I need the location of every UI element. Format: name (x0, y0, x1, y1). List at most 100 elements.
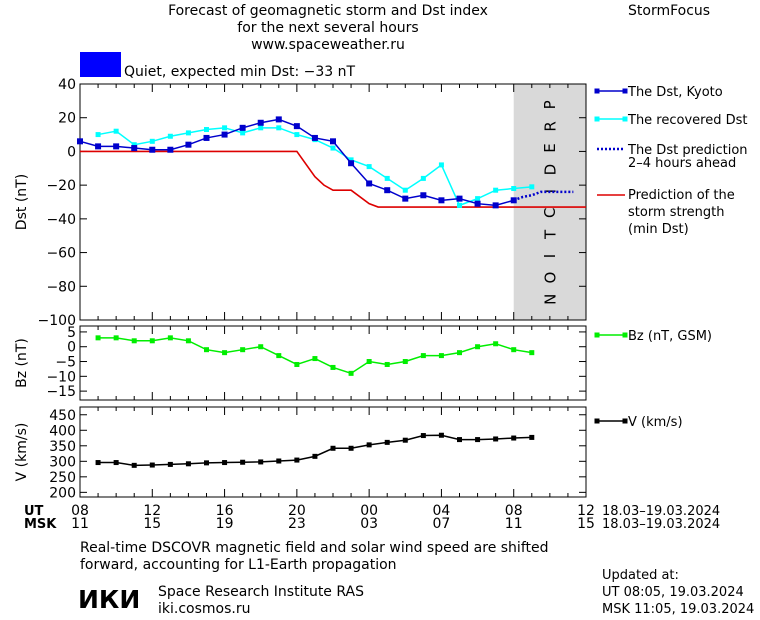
speed-point (348, 445, 354, 451)
speed-point (131, 462, 137, 468)
bz-point (529, 350, 535, 356)
recovered-dst-point (438, 162, 444, 168)
bz-point (222, 350, 228, 356)
speed-point (457, 437, 462, 443)
legend-dst-kyoto-swatch-marker (622, 88, 628, 94)
bz-point (113, 335, 119, 341)
ut-tick-label: 16 (216, 503, 234, 519)
recovered-dst-point (330, 145, 336, 151)
speed-point (294, 457, 300, 463)
prediction-band-letter: N (541, 294, 559, 305)
ut-axis-label: UT (24, 504, 44, 519)
recovered-dst-point (185, 130, 191, 136)
msk-tick-label: 15 (143, 516, 161, 532)
bz-point (258, 344, 264, 350)
institute-website[interactable]: iki.cosmos.ru (158, 601, 251, 617)
bz-point (384, 361, 390, 367)
ut-tick-label: 20 (288, 503, 306, 519)
storm-strength-line (80, 150, 586, 208)
bz-point (185, 338, 191, 344)
recovered-dst-point (258, 125, 264, 131)
speed-point (149, 462, 155, 468)
dst-kyoto-point (456, 195, 463, 202)
dst-kyoto-point (293, 123, 300, 130)
dst-kyoto-point (438, 197, 445, 204)
msk-tick-label: 11 (71, 516, 89, 532)
ut-tick-label: 04 (433, 503, 451, 519)
dst-kyoto-point (474, 200, 481, 207)
dst-prediction-line (513, 190, 574, 202)
dst-kyoto-point (330, 138, 336, 145)
institute-name: Space Research Institute RAS (158, 584, 364, 600)
speed-point (420, 433, 426, 439)
dst-kyoto-point (366, 180, 373, 187)
speed-point (493, 436, 499, 442)
recovered-dst-point (420, 175, 426, 181)
legend-prediction-line-1: The Dst prediction (627, 143, 748, 158)
y-tick-label: −60 (46, 246, 76, 262)
bz-point (131, 338, 137, 344)
brand-label: StormFocus (628, 3, 711, 19)
y-tick-label: 300 (49, 454, 76, 470)
updated-ut: UT 08:05, 19.03.2024 (602, 585, 744, 600)
recovered-dst-point (402, 187, 408, 193)
dst-kyoto-point (384, 187, 391, 194)
prediction-band (513, 84, 586, 320)
y-tick-label: 350 (49, 439, 76, 455)
panel-frame (79, 325, 587, 401)
dst-kyoto-point (113, 143, 120, 150)
legend-speed-swatch-marker (594, 418, 600, 424)
bz-point (149, 338, 155, 344)
ut-tick-label: 08 (505, 503, 523, 519)
bz-point (276, 353, 282, 359)
recovered-dst-point (240, 130, 246, 136)
dst-kyoto-point (257, 119, 264, 126)
legend-speed-swatch-marker (622, 418, 628, 424)
recovered-dst-point (222, 125, 228, 131)
bz-point (475, 344, 481, 350)
bz-point (294, 361, 300, 367)
legend-dst-kyoto: The Dst, Kyoto (627, 85, 723, 100)
legend-storm-line-1: Prediction of the (628, 188, 735, 203)
recovered-dst-point (384, 175, 390, 181)
speed-point (384, 439, 390, 445)
status-text: Quiet, expected min Dst: −33 nT (124, 64, 356, 80)
dst-kyoto-point (311, 134, 318, 141)
y-tick-label: 250 (49, 470, 76, 486)
speed-point (240, 459, 246, 465)
recovered-dst-point (149, 138, 155, 144)
recovered-dst-point (366, 164, 372, 170)
msk-tick-label: 07 (433, 516, 451, 532)
y-tick-label: −40 (46, 212, 76, 228)
dst-kyoto-point (185, 141, 192, 148)
bz-point (511, 347, 517, 353)
dst-kyoto-point (77, 138, 83, 145)
msk-tick-label: 23 (288, 516, 306, 532)
legend-bz-swatch-marker (622, 332, 628, 338)
bz-point (457, 350, 462, 356)
dst-kyoto-point (239, 124, 246, 131)
bz-point (95, 335, 101, 341)
dst-kyoto-point (131, 145, 138, 152)
dst-kyoto-point (275, 116, 282, 123)
recovered-dst-point (95, 132, 101, 138)
recovered-dst-point (276, 125, 282, 131)
dst-kyoto-point (402, 195, 409, 202)
y-tick-label: −5 (55, 355, 76, 371)
y-tick-label: −100 (38, 313, 76, 329)
dst-kyoto-point (348, 160, 355, 167)
legend-recovered-swatch-marker (622, 116, 628, 122)
speed-point (95, 460, 101, 466)
speed-point (276, 458, 282, 464)
recovered-dst-point (475, 196, 481, 202)
legend-prediction-line-2: 2–4 hours ahead (628, 156, 736, 171)
recovered-dst-point (294, 132, 300, 138)
msk-date-range: 18.03–19.03.2024 (602, 517, 720, 532)
legend-recovered-swatch-marker (594, 116, 600, 122)
y-tick-label: 20 (58, 111, 76, 127)
bz-point (420, 353, 426, 359)
legend-bz-swatch-marker (594, 332, 600, 338)
speed-point (330, 445, 336, 451)
y-tick-label: −15 (46, 384, 76, 400)
